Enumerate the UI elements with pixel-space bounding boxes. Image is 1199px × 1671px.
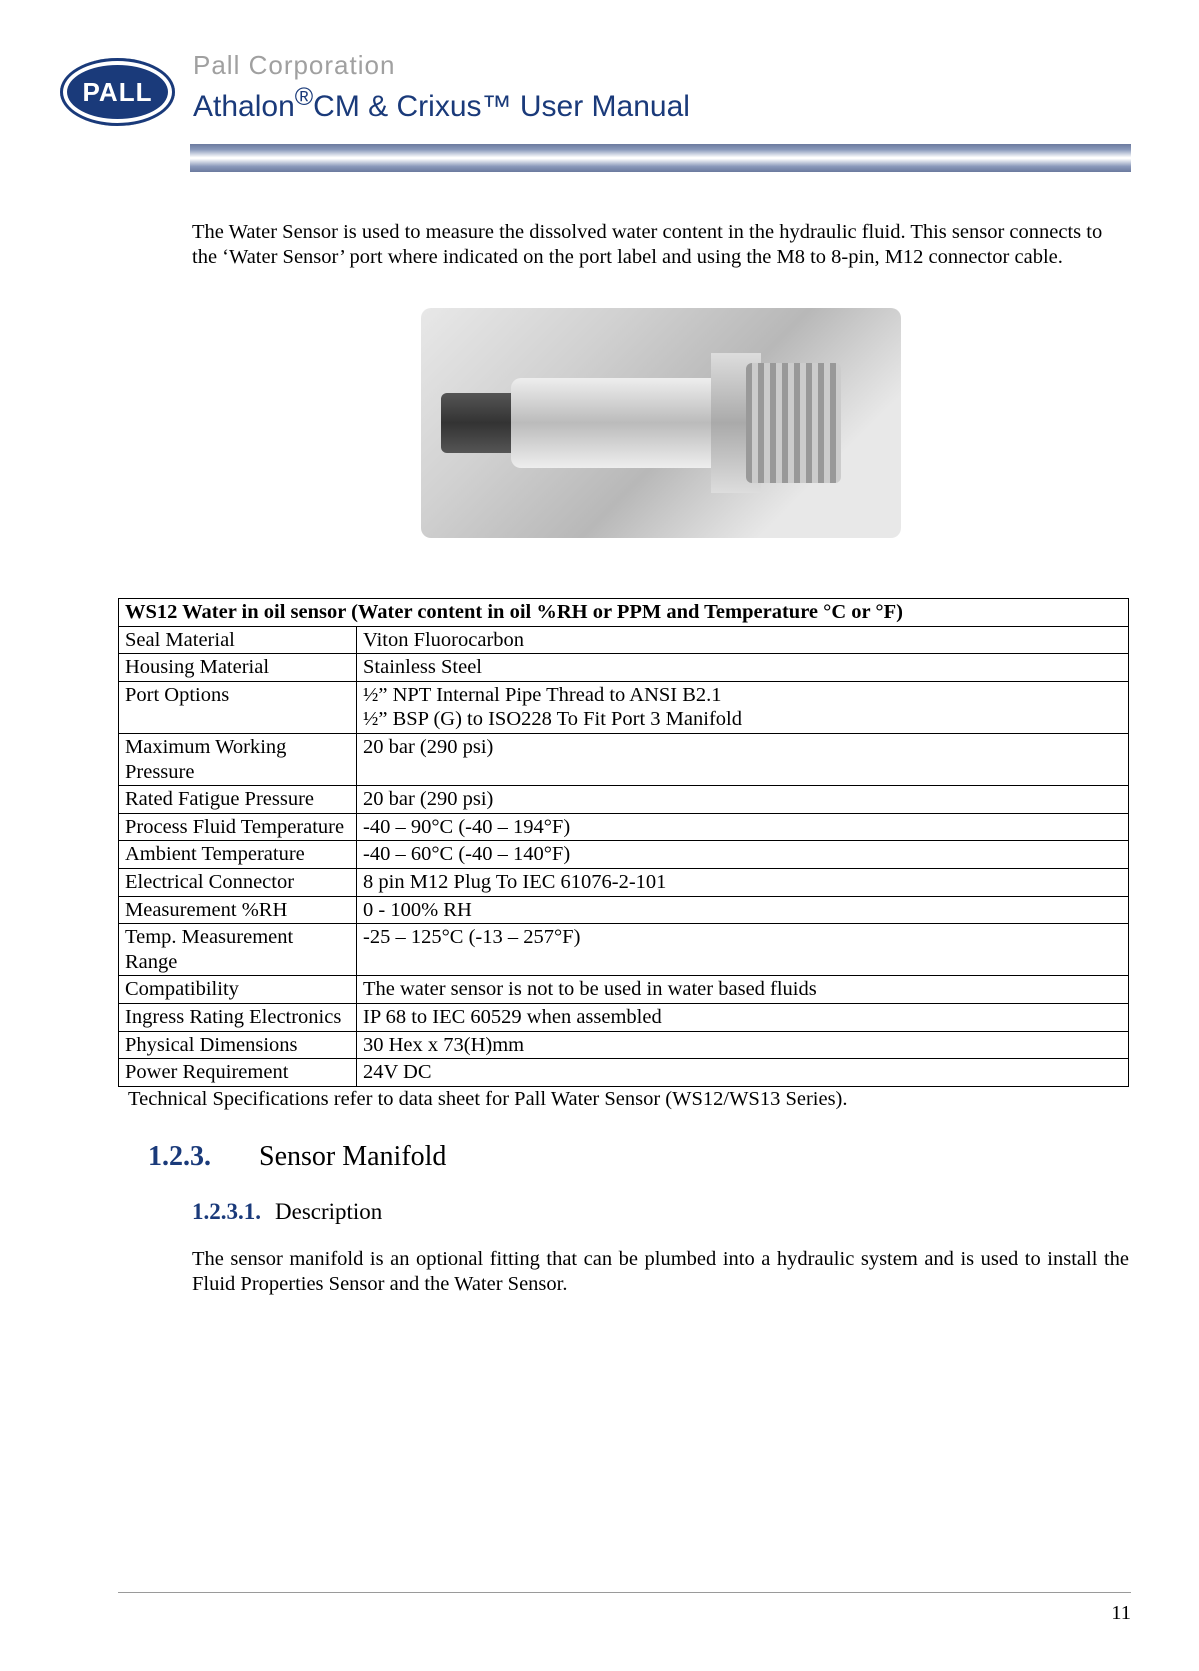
spec-label: Process Fluid Temperature: [119, 813, 357, 841]
spec-value: -25 – 125°C (-13 – 257°F): [357, 924, 1129, 976]
spec-label: Temp. Measurement Range: [119, 924, 357, 976]
spec-value: IP 68 to IEC 60529 when assembled: [357, 1003, 1129, 1031]
spec-value: -40 – 90°C (-40 – 194°F): [357, 813, 1129, 841]
spec-value: 24V DC: [357, 1059, 1129, 1087]
spec-value: Stainless Steel: [357, 654, 1129, 682]
spec-label: Maximum Working Pressure: [119, 733, 357, 785]
corporation-name: Pall Corporation: [193, 50, 690, 81]
sensor-photo: [421, 308, 901, 538]
subsection-title: Description: [275, 1199, 382, 1224]
spec-table-header-row: WS12 Water in oil sensor (Water content …: [119, 599, 1129, 627]
table-row: Maximum Working Pressure20 bar (290 psi): [119, 733, 1129, 785]
table-row: CompatibilityThe water sensor is not to …: [119, 976, 1129, 1004]
header-gradient-bar: [190, 144, 1131, 172]
spec-label: Compatibility: [119, 976, 357, 1004]
spec-label: Physical Dimensions: [119, 1031, 357, 1059]
footer-rule: [118, 1592, 1131, 1593]
table-row: Process Fluid Temperature-40 – 90°C (-40…: [119, 813, 1129, 841]
content-area: The Water Sensor is used to measure the …: [0, 172, 1199, 538]
spec-label: Ambient Temperature: [119, 841, 357, 869]
section-heading-1-2-3: 1.2.3. Sensor Manifold: [148, 1141, 1199, 1173]
sensor-photo-connector: [441, 393, 521, 453]
brand-logo-text: PALL: [83, 77, 153, 108]
spec-label: Rated Fatigue Pressure: [119, 786, 357, 814]
spec-value: ½” NPT Internal Pipe Thread to ANSI B2.1…: [357, 681, 1129, 733]
table-row: Electrical Connector8 pin M12 Plug To IE…: [119, 868, 1129, 896]
spec-value: 20 bar (290 psi): [357, 786, 1129, 814]
spec-label: Housing Material: [119, 654, 357, 682]
subsection-body: The sensor manifold is an optional fitti…: [192, 1247, 1129, 1297]
header-titles: Pall Corporation Athalon®CM & Crixus™ Us…: [193, 50, 690, 126]
spec-value: 30 Hex x 73(H)mm: [357, 1031, 1129, 1059]
intro-paragraph: The Water Sensor is used to measure the …: [192, 220, 1129, 270]
spec-label: Ingress Rating Electronics: [119, 1003, 357, 1031]
spec-value: The water sensor is not to be used in wa…: [357, 976, 1129, 1004]
spec-value: 0 - 100% RH: [357, 896, 1129, 924]
spec-value: 20 bar (290 psi): [357, 733, 1129, 785]
document-title: Athalon®CM & Crixus™ User Manual: [193, 83, 690, 124]
page-number: 11: [1111, 1602, 1131, 1625]
section-heading-1-2-3-1: 1.2.3.1. Description: [192, 1199, 1199, 1225]
spec-label: Electrical Connector: [119, 868, 357, 896]
table-row: Measurement %RH0 - 100% RH: [119, 896, 1129, 924]
spec-value: -40 – 60°C (-40 – 140°F): [357, 841, 1129, 869]
sensor-photo-thread: [746, 363, 841, 483]
table-row: Housing MaterialStainless Steel: [119, 654, 1129, 682]
spec-table: WS12 Water in oil sensor (Water content …: [118, 598, 1129, 1087]
spec-table-footnote: Technical Specifications refer to data s…: [128, 1088, 1129, 1111]
table-row: Temp. Measurement Range-25 – 125°C (-13 …: [119, 924, 1129, 976]
spec-table-header: WS12 Water in oil sensor (Water content …: [119, 599, 1129, 627]
section-title: Sensor Manifold: [259, 1141, 446, 1172]
table-row: Port Options½” NPT Internal Pipe Thread …: [119, 681, 1129, 733]
spec-label: Power Requirement: [119, 1059, 357, 1087]
table-row: Seal MaterialViton Fluorocarbon: [119, 626, 1129, 654]
table-row: Rated Fatigue Pressure20 bar (290 psi): [119, 786, 1129, 814]
table-row: Physical Dimensions30 Hex x 73(H)mm: [119, 1031, 1129, 1059]
section-number: 1.2.3.: [148, 1141, 211, 1172]
table-row: Ambient Temperature-40 – 60°C (-40 – 140…: [119, 841, 1129, 869]
spec-label: Port Options: [119, 681, 357, 733]
table-row: Power Requirement24V DC: [119, 1059, 1129, 1087]
page-header: PALL Pall Corporation Athalon®CM & Crixu…: [0, 0, 1199, 126]
brand-logo: PALL: [60, 58, 175, 126]
table-row: Ingress Rating ElectronicsIP 68 to IEC 6…: [119, 1003, 1129, 1031]
spec-value: Viton Fluorocarbon: [357, 626, 1129, 654]
spec-value: 8 pin M12 Plug To IEC 61076-2-101: [357, 868, 1129, 896]
spec-label: Measurement %RH: [119, 896, 357, 924]
spec-label: Seal Material: [119, 626, 357, 654]
subsection-number: 1.2.3.1.: [192, 1199, 261, 1224]
